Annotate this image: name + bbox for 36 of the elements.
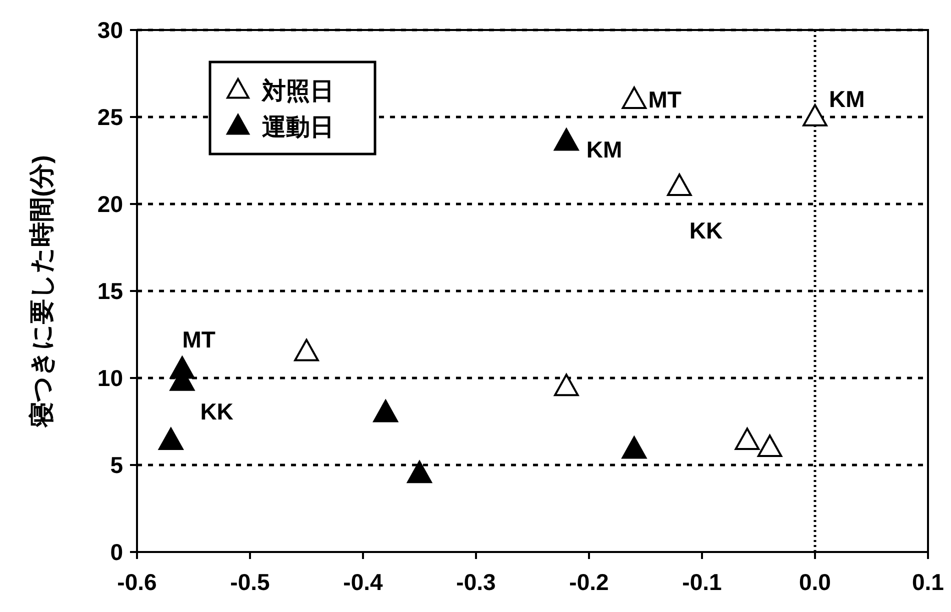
x-tick-label: 0.1	[912, 569, 944, 595]
y-tick-label: 20	[97, 191, 123, 217]
point	[757, 434, 782, 457]
point	[622, 436, 647, 459]
point	[802, 104, 828, 126]
legend-label: 運動日	[262, 114, 334, 141]
y-axis-title: 寝つきに要した時間(分)	[28, 155, 56, 428]
legend-label: 対照日	[261, 78, 334, 105]
y-tick-label: 5	[110, 452, 124, 478]
y-tick-label: 15	[97, 278, 124, 304]
y-tick-label: 10	[97, 365, 123, 391]
point	[554, 128, 579, 151]
x-tick-label: -0.6	[117, 569, 157, 595]
annotation: MT	[648, 86, 682, 113]
annotation: KM	[829, 86, 865, 112]
x-tick-label: -0.1	[682, 569, 722, 595]
annotation: KK	[689, 218, 724, 244]
y-tick-label: 30	[97, 17, 123, 43]
y-tick-label: 25	[97, 104, 124, 130]
y-tick-label: 0	[110, 539, 123, 565]
x-tick-label: -0.2	[569, 569, 609, 595]
annotation: KM	[586, 136, 622, 162]
annotation: KK	[200, 398, 234, 424]
point	[407, 460, 432, 484]
point	[158, 428, 184, 450]
x-tick-label: 0.0	[799, 569, 831, 595]
point	[667, 174, 692, 196]
point	[373, 400, 398, 422]
annotation: MT	[182, 326, 216, 352]
x-tick-label: -0.5	[230, 569, 270, 595]
point	[622, 86, 647, 109]
point	[734, 428, 760, 450]
point	[294, 338, 319, 362]
x-tick-label: -0.4	[343, 569, 384, 595]
x-tick-label: -0.3	[456, 569, 496, 595]
point	[554, 374, 579, 396]
